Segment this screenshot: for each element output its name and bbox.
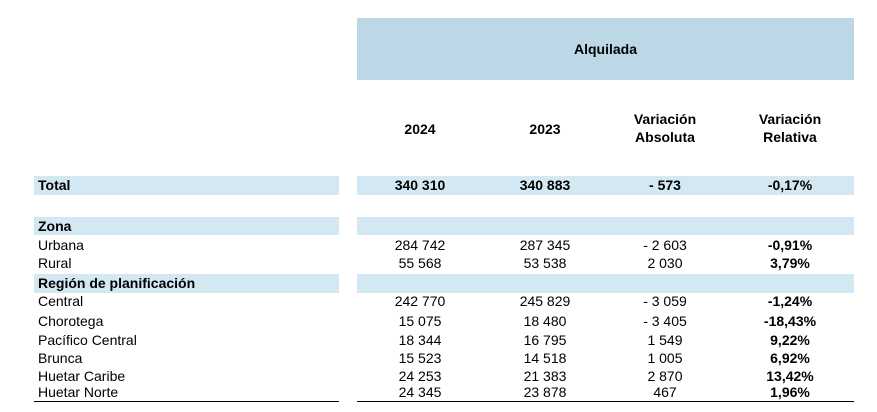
col-header-variacion-absoluta: Variación Absoluta — [610, 110, 720, 146]
col-header-va-line1: Variación — [633, 111, 697, 127]
row-chorotega-var-rel: -18,43% — [763, 313, 817, 329]
col-header-2024: 2024 — [370, 120, 470, 138]
row-huetar-norte-2023: 23 878 — [523, 384, 567, 400]
col-header-vr-line2: Relativa — [763, 129, 817, 145]
row-pacifico-central-label: Pacífico Central — [38, 332, 137, 348]
row-huetar-norte-var-rel: 1,96% — [770, 384, 810, 400]
row-brunca-2023: 14 518 — [523, 350, 567, 366]
col-header-variacion-relativa: Variación Relativa — [735, 110, 845, 146]
row-chorotega-2024: 15 075 — [398, 313, 442, 329]
col-header-2023: 2023 — [495, 120, 595, 138]
region-band-right — [357, 274, 854, 293]
row-huetar-norte-var-abs: 467 — [653, 384, 677, 400]
total-2024: 340 310 — [394, 177, 446, 193]
total-var-abs: - 573 — [649, 177, 681, 193]
row-huetar-norte-label: Huetar Norte — [38, 384, 119, 400]
total-band-left — [34, 176, 339, 195]
col-header-2024-line1: 2024 — [404, 121, 436, 137]
zona-heading: Zona — [38, 218, 72, 234]
row-pacifico-central-var-abs: 1 549 — [647, 332, 683, 348]
zona-band-left — [34, 217, 339, 235]
total-var-rel: -0,17% — [767, 177, 813, 193]
row-urbana-var-rel: -0,91% — [767, 237, 813, 253]
row-chorotega-label: Chorotega — [38, 313, 104, 329]
row-brunca-var-abs: 1 005 — [647, 350, 683, 366]
row-chorotega-2023: 18 480 — [523, 313, 567, 329]
row-rural-2024: 55 568 — [398, 255, 442, 271]
bottom-rule-left — [34, 401, 339, 402]
row-rural-var-rel: 3,79% — [770, 255, 810, 271]
row-huetar-caribe-2023: 21 383 — [523, 368, 567, 384]
row-huetar-caribe-var-rel: 13,42% — [766, 368, 814, 384]
group-header-label: Alquilada — [573, 41, 637, 57]
row-urbana-var-abs: - 2 603 — [643, 237, 687, 253]
row-central-label: Central — [38, 293, 84, 309]
row-central-2024: 242 770 — [394, 293, 446, 309]
region-band-left — [34, 274, 339, 293]
total-2023: 340 883 — [519, 177, 571, 193]
row-rural-2023: 53 538 — [523, 255, 567, 271]
row-huetar-caribe-label: Huetar Caribe — [38, 368, 126, 384]
zona-band-right — [357, 217, 854, 235]
row-brunca-label: Brunca — [38, 350, 83, 366]
row-rural-label: Rural — [38, 255, 72, 271]
bottom-rule-right — [357, 401, 854, 402]
row-pacifico-central-var-rel: 9,22% — [770, 332, 810, 348]
region-heading: Región de planificación — [38, 275, 196, 291]
total-band-right — [357, 176, 854, 195]
col-header-vr-line1: Variación — [758, 111, 822, 127]
row-brunca-var-rel: 6,92% — [770, 350, 810, 366]
group-header-band — [357, 18, 854, 80]
row-central-var-rel: -1,24% — [767, 293, 813, 309]
col-header-va-line2: Absoluta — [635, 129, 695, 145]
total-label: Total — [38, 177, 71, 193]
row-urbana-2023: 287 345 — [519, 237, 571, 253]
row-chorotega-var-abs: - 3 405 — [643, 313, 687, 329]
row-central-var-abs: - 3 059 — [643, 293, 687, 309]
row-pacifico-central-2023: 16 795 — [523, 332, 567, 348]
row-urbana-2024: 284 742 — [394, 237, 446, 253]
row-huetar-caribe-var-abs: 2 870 — [647, 368, 683, 384]
row-pacifico-central-2024: 18 344 — [398, 332, 442, 348]
row-rural-var-abs: 2 030 — [647, 255, 683, 271]
row-central-2023: 245 829 — [519, 293, 571, 309]
row-urbana-label: Urbana — [38, 237, 84, 253]
row-huetar-caribe-2024: 24 253 — [398, 368, 442, 384]
col-header-2023-line1: 2023 — [529, 121, 561, 137]
row-huetar-norte-2024: 24 345 — [398, 384, 442, 400]
row-brunca-2024: 15 523 — [398, 350, 442, 366]
